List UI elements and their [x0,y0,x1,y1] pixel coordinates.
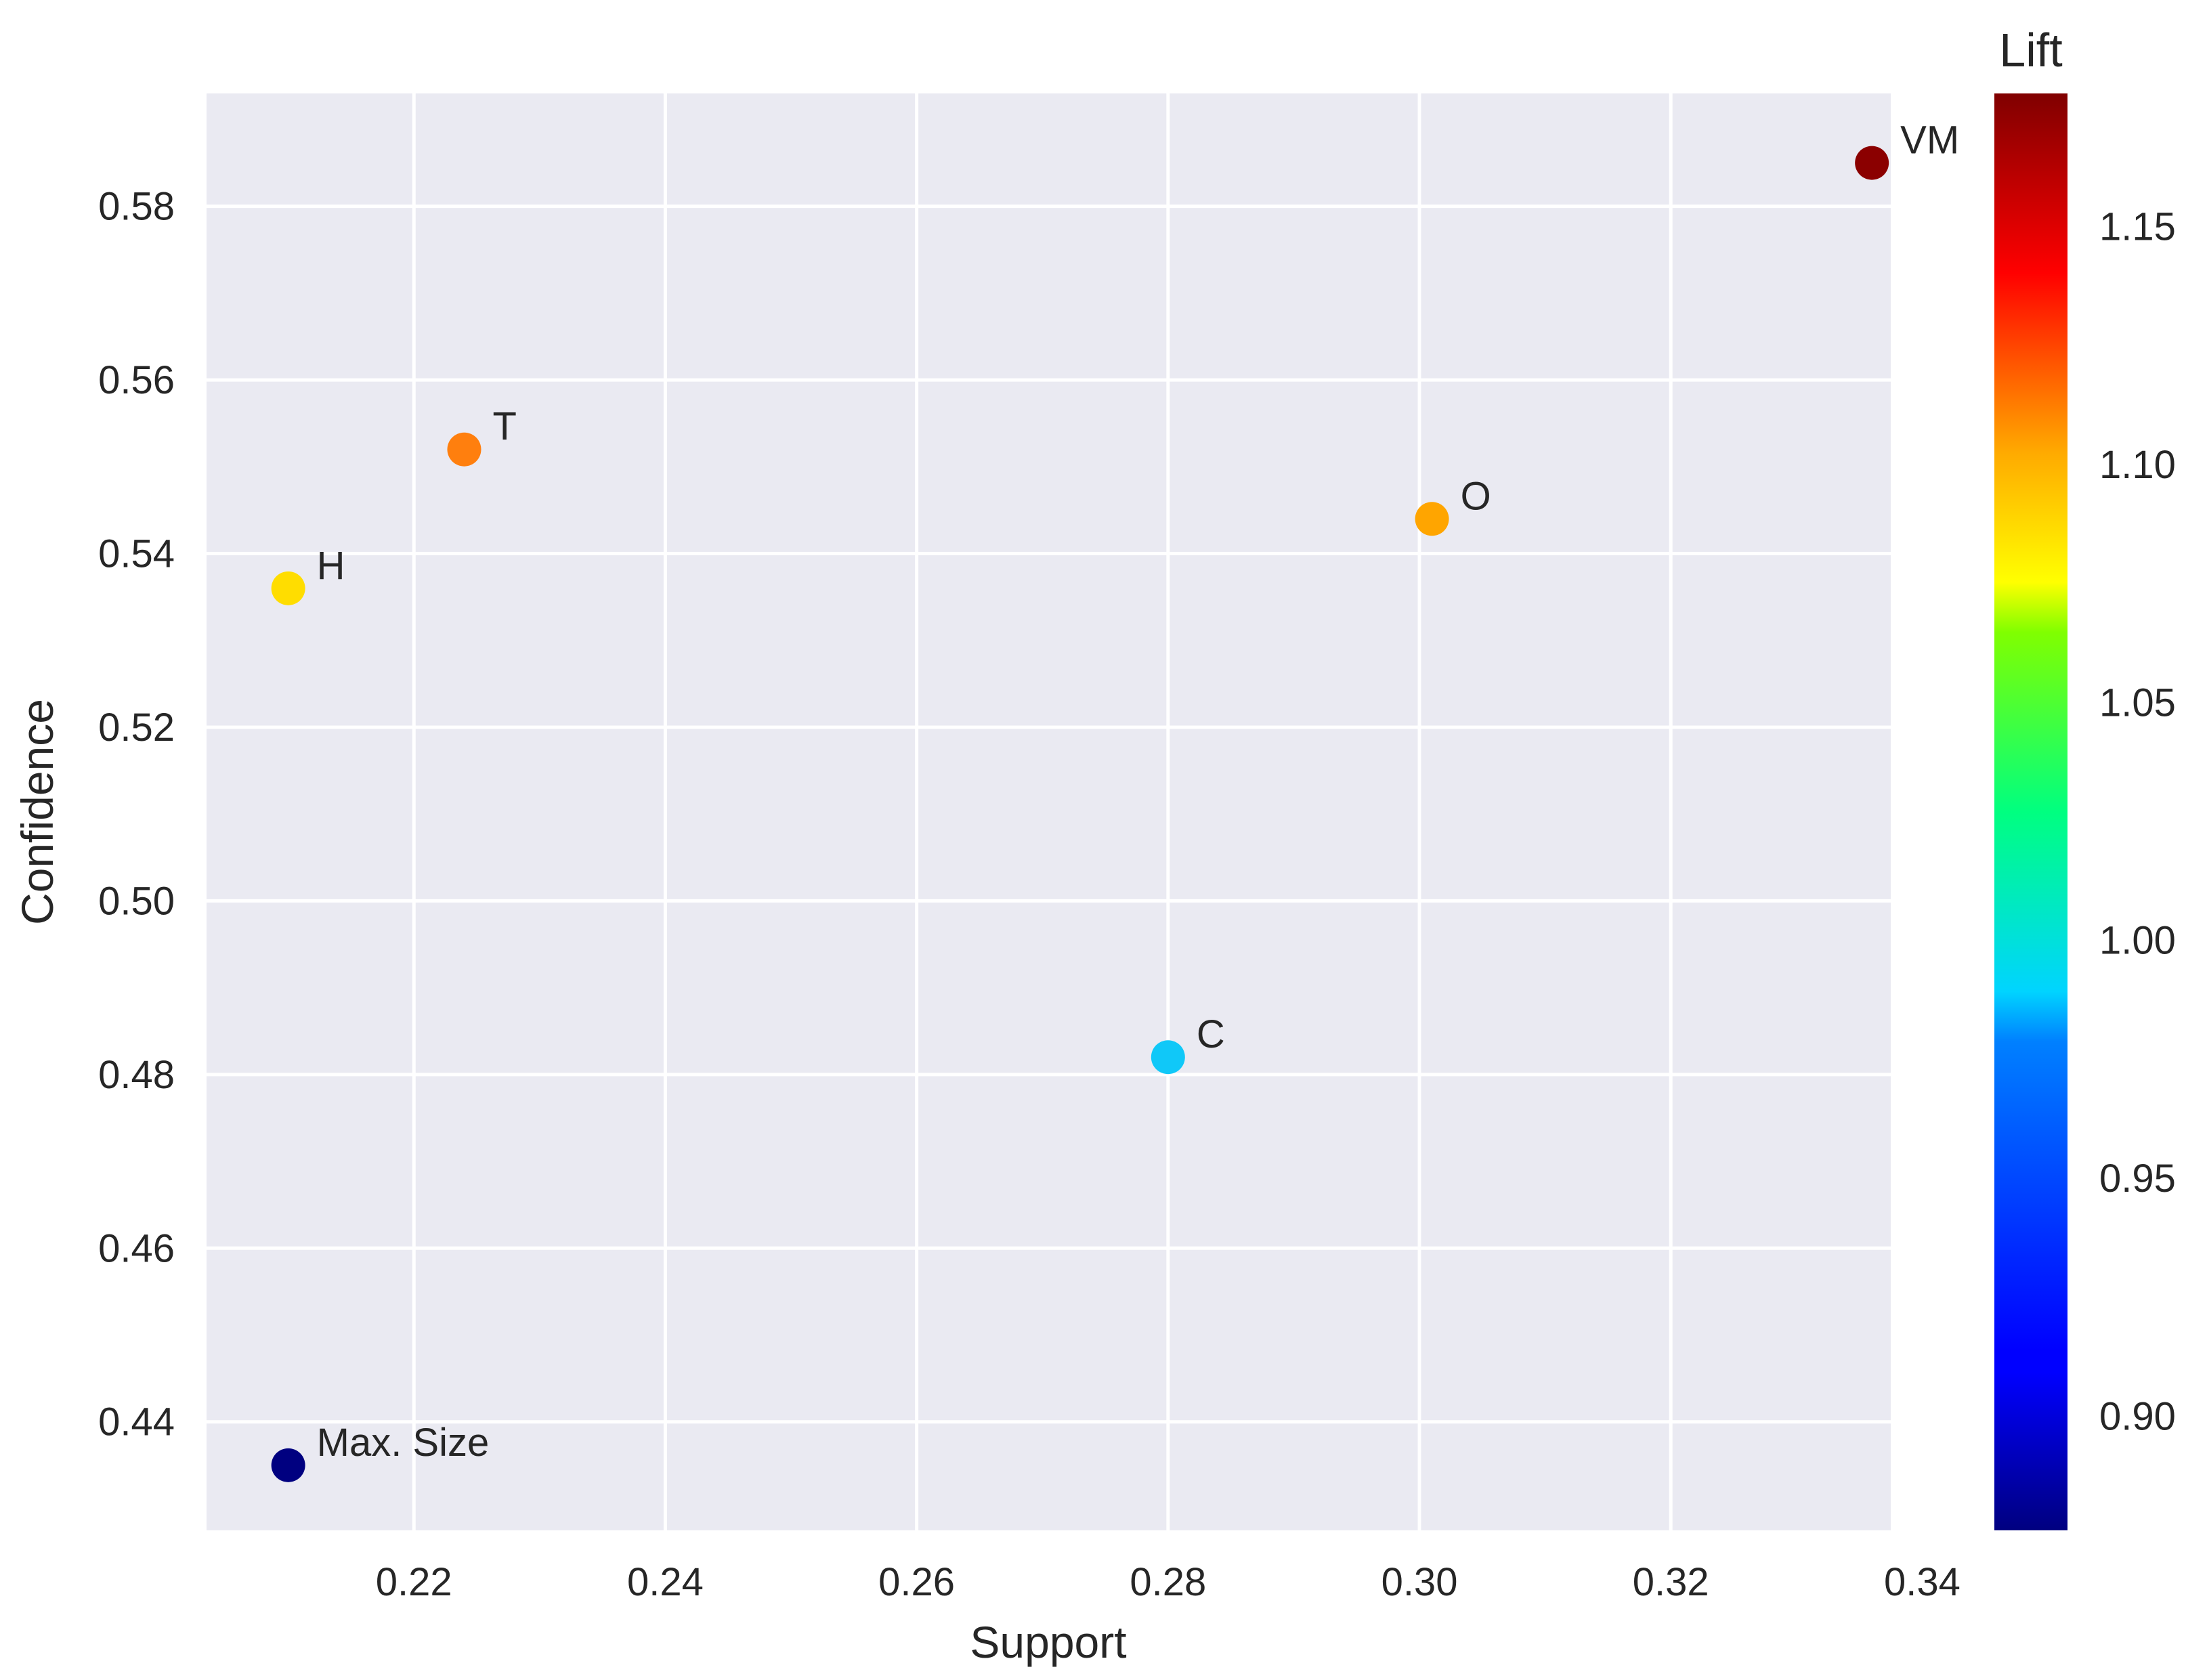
x-tick-label: 0.22 [376,1560,452,1604]
data-point [1415,502,1449,536]
data-point-label: VM [1900,119,1959,163]
y-tick-label: 0.48 [98,1053,175,1097]
y-axis-label: Confidence [12,699,62,925]
x-tick-label: 0.30 [1381,1560,1458,1604]
y-axis-ticks: 0.44 0.46 0.48 0.50 0.52 0.54 0.56 0.58 [98,185,175,1444]
data-point [271,1448,305,1482]
y-tick-label: 0.46 [98,1226,175,1270]
data-point [1151,1040,1185,1075]
data-point [271,571,305,605]
data-point-label: T [492,405,516,449]
y-tick-label: 0.54 [98,532,175,576]
y-tick-label: 0.58 [98,185,175,229]
x-tick-label: 0.34 [1884,1560,1960,1604]
colorbar-ticks: 0.90 0.95 1.00 1.05 1.10 1.15 [2099,205,2176,1439]
data-point-label: Max. Size [317,1421,490,1465]
y-tick-label: 0.50 [98,879,175,923]
colorbar-tick-label: 1.15 [2099,205,2176,249]
y-tick-label: 0.52 [98,706,175,750]
colorbar-tick-label: 1.05 [2099,681,2176,725]
x-tick-label: 0.26 [878,1560,955,1604]
x-axis-label: Support [970,1617,1126,1667]
y-tick-label: 0.44 [98,1400,175,1444]
colorbar [1994,93,2067,1530]
colorbar-title: Lift [1999,24,2062,77]
colorbar-tick-label: 1.10 [2099,443,2176,487]
x-tick-label: 0.24 [627,1560,704,1604]
y-tick-label: 0.56 [98,358,175,402]
x-tick-label: 0.28 [1130,1560,1206,1604]
colorbar-tick-label: 0.95 [2099,1157,2176,1201]
x-axis-ticks: 0.22 0.24 0.26 0.28 0.30 0.32 0.34 [376,1560,1960,1604]
grid-lines [207,93,1924,1530]
data-point-label: O [1461,474,1491,518]
data-point-label: H [317,544,345,588]
plot-area [207,93,1891,1530]
data-point [447,432,481,467]
colorbar-tick-label: 0.90 [2099,1394,2176,1438]
data-points: VM T O H C Max. Size [271,119,1959,1482]
colorbar-tick-label: 1.00 [2099,919,2176,963]
data-point [1855,146,1889,180]
data-point-label: C [1197,1012,1225,1056]
x-tick-label: 0.32 [1633,1560,1709,1604]
